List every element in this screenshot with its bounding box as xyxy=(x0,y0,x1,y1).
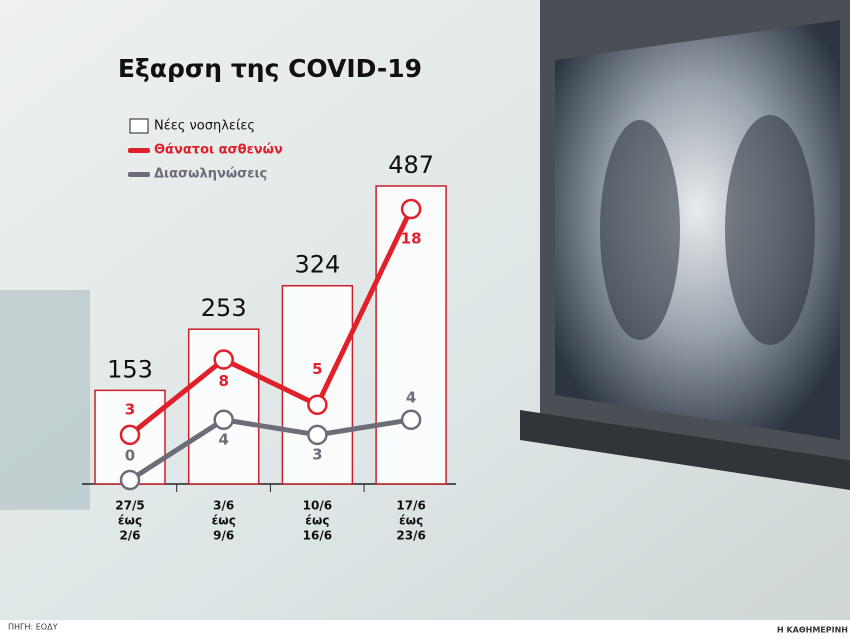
line-value-label: 3 xyxy=(125,400,135,418)
photo-figure xyxy=(0,290,90,510)
infographic: Εξαρση της COVID-19 ΠΗΓΗ: ΕΟΔΥ Η ΚΑΘΗΜΕΡ… xyxy=(0,0,850,635)
x-tick-label: 3/6 xyxy=(213,499,234,513)
x-tick-label: 9/6 xyxy=(213,529,234,543)
x-tick-label: έως xyxy=(399,514,423,528)
bar-value-label: 324 xyxy=(294,251,340,279)
x-tick-label: 2/6 xyxy=(119,529,140,543)
footer xyxy=(0,620,850,635)
legend-swatch xyxy=(130,119,148,133)
line-value-label: 5 xyxy=(312,360,322,378)
line-value-label: 18 xyxy=(401,230,422,248)
line-point xyxy=(402,411,420,429)
legend-label: Νέες νοσηλείες xyxy=(154,119,255,134)
x-tick-label: 16/6 xyxy=(303,529,332,543)
line-point xyxy=(308,426,326,444)
xray-lung xyxy=(600,120,680,340)
xray-lung xyxy=(725,115,815,345)
line-point xyxy=(215,351,233,369)
line-point xyxy=(121,471,139,489)
legend-label: Θάνατοι ασθενών xyxy=(154,143,283,158)
x-tick-label: 27/5 xyxy=(115,499,144,513)
source: ΠΗΓΗ: ΕΟΔΥ xyxy=(8,623,58,632)
bar-value-label: 153 xyxy=(107,355,153,383)
publisher: Η ΚΑΘΗΜΕΡΙΝΗ xyxy=(777,626,848,635)
x-tick-label: έως xyxy=(212,514,236,528)
line-point xyxy=(402,200,420,218)
x-tick-label: 17/6 xyxy=(396,499,425,513)
line-value-label: 0 xyxy=(125,447,135,465)
line-value-label: 3 xyxy=(312,445,322,463)
line-point xyxy=(308,396,326,414)
legend-label: Διασωληνώσεις xyxy=(154,167,267,182)
chart-title: Εξαρση της COVID-19 xyxy=(118,54,422,83)
legend-swatch xyxy=(128,148,150,153)
bar-value-label: 487 xyxy=(388,151,434,179)
line-value-label: 8 xyxy=(218,372,228,390)
x-tick-label: 10/6 xyxy=(303,499,332,513)
line-value-label: 4 xyxy=(406,388,416,406)
x-tick-label: έως xyxy=(305,514,329,528)
line-point xyxy=(215,411,233,429)
x-tick-label: 23/6 xyxy=(396,529,425,543)
line-value-label: 4 xyxy=(218,430,228,448)
legend-swatch xyxy=(128,172,150,177)
line-point xyxy=(121,426,139,444)
x-tick-label: έως xyxy=(118,514,142,528)
bar-value-label: 253 xyxy=(201,294,247,322)
